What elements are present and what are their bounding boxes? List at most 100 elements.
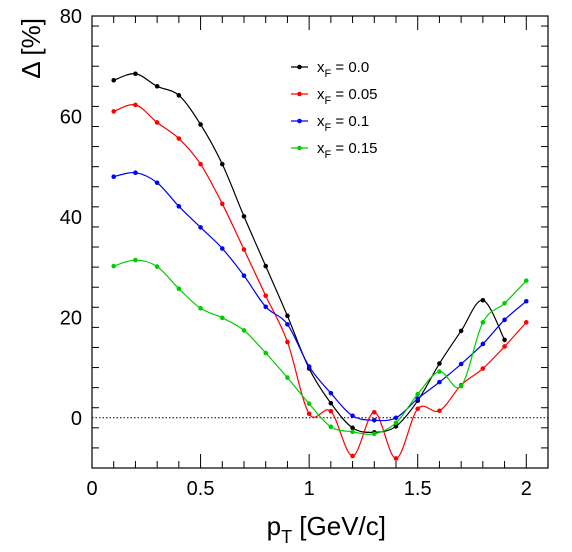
series-point-1 bbox=[371, 409, 377, 415]
y-tick-label: 20 bbox=[60, 307, 82, 329]
y-tick-label: 40 bbox=[60, 207, 82, 229]
legend-label-rest: = 0.05 bbox=[331, 86, 377, 103]
series-point-1 bbox=[219, 201, 225, 207]
series-point-1 bbox=[306, 411, 312, 417]
series-point-3 bbox=[371, 431, 377, 437]
legend-label-sub: F bbox=[325, 68, 332, 80]
series-point-0 bbox=[502, 337, 507, 343]
x-tick-label: 1.5 bbox=[404, 478, 432, 500]
series-point-0 bbox=[437, 361, 442, 366]
series-point-3 bbox=[437, 369, 442, 374]
series-point-0 bbox=[263, 263, 269, 269]
series-point-0 bbox=[480, 297, 486, 303]
legend-marker bbox=[297, 91, 302, 97]
legend-label-rest: = 0.15 bbox=[331, 140, 377, 157]
series-line-0 bbox=[113, 73, 506, 434]
x-axis-title-main: p bbox=[267, 511, 281, 541]
series-point-0 bbox=[198, 122, 203, 127]
series-point-0 bbox=[219, 161, 225, 167]
series-point-3 bbox=[111, 263, 117, 269]
series-point-3 bbox=[393, 420, 399, 426]
series-point-2 bbox=[263, 304, 269, 310]
legend-label: xF = 0.05 bbox=[317, 86, 378, 107]
series-point-1 bbox=[393, 456, 399, 461]
series-point-0 bbox=[328, 400, 334, 406]
x-axis-title-rest: [GeV/c] bbox=[292, 511, 386, 541]
series-point-1 bbox=[263, 293, 269, 299]
series-point-2 bbox=[350, 413, 355, 419]
legend-label-sub: F bbox=[325, 122, 332, 134]
legend-marker bbox=[297, 64, 302, 70]
series-point-0 bbox=[241, 214, 247, 219]
y-tick-label: 0 bbox=[71, 408, 82, 430]
series-point-3 bbox=[263, 350, 269, 356]
series-point-0 bbox=[133, 71, 138, 77]
series-point-3 bbox=[241, 328, 247, 333]
series-point-2 bbox=[198, 225, 203, 230]
series-point-1 bbox=[111, 109, 117, 114]
x-axis-title-sub: T bbox=[281, 527, 292, 547]
y-tick-label: 80 bbox=[60, 6, 82, 28]
series-point-3 bbox=[285, 375, 290, 380]
series-point-0 bbox=[111, 77, 117, 83]
legend-label-rest: = 0.1 bbox=[331, 113, 369, 130]
legend-label: xF = 0.1 bbox=[317, 113, 369, 134]
series-point-2 bbox=[219, 246, 225, 251]
series-point-3 bbox=[198, 305, 203, 311]
legend-label-sub: F bbox=[325, 95, 332, 107]
series-point-3 bbox=[502, 300, 507, 306]
series-point-3 bbox=[415, 391, 421, 397]
series-point-1 bbox=[415, 406, 421, 412]
series-point-2 bbox=[415, 396, 421, 401]
series-line-3 bbox=[113, 259, 527, 435]
legend-label-main: x bbox=[317, 113, 325, 130]
series-point-1 bbox=[198, 161, 203, 167]
series-point-0 bbox=[350, 425, 355, 431]
series-point-3 bbox=[154, 264, 160, 269]
legend-label: xF = 0.0 bbox=[317, 59, 369, 80]
series-point-3 bbox=[219, 315, 225, 321]
series-point-1 bbox=[437, 408, 442, 414]
series-point-3 bbox=[523, 278, 529, 283]
legend-marker bbox=[297, 118, 302, 124]
y-tick-label: 60 bbox=[60, 106, 82, 128]
series-point-1 bbox=[285, 339, 290, 345]
plot-frame bbox=[91, 15, 549, 469]
legend-label: xF = 0.15 bbox=[317, 140, 378, 161]
series-point-3 bbox=[133, 257, 138, 263]
series-point-3 bbox=[306, 401, 312, 407]
series-point-0 bbox=[154, 84, 160, 89]
legend-label-main: x bbox=[317, 140, 325, 157]
series-point-2 bbox=[502, 317, 507, 323]
series-line-1 bbox=[113, 104, 527, 460]
legend-marker bbox=[297, 145, 302, 151]
series-point-1 bbox=[350, 453, 355, 459]
series-point-2 bbox=[176, 204, 182, 209]
series-point-2 bbox=[437, 379, 442, 385]
series-point-2 bbox=[393, 415, 399, 421]
series-point-1 bbox=[523, 320, 529, 325]
series-line-2 bbox=[113, 171, 527, 422]
series-point-1 bbox=[328, 408, 334, 414]
series-point-2 bbox=[306, 364, 312, 369]
series-point-3 bbox=[328, 424, 334, 430]
series-point-0 bbox=[393, 424, 399, 429]
series-point-3 bbox=[480, 320, 486, 325]
series-point-2 bbox=[328, 390, 334, 396]
series-point-1 bbox=[502, 344, 507, 349]
series-point-2 bbox=[111, 174, 117, 180]
series-point-2 bbox=[133, 170, 138, 175]
legend-label-main: x bbox=[317, 86, 325, 103]
series-point-2 bbox=[371, 417, 377, 423]
series-point-1 bbox=[241, 247, 247, 252]
series-point-0 bbox=[285, 313, 290, 319]
series-point-1 bbox=[176, 136, 182, 141]
legend-label-rest: = 0.0 bbox=[331, 59, 369, 76]
series-point-2 bbox=[458, 361, 464, 367]
series-point-2 bbox=[154, 180, 160, 186]
series-point-1 bbox=[133, 102, 138, 108]
x-tick-label: 1 bbox=[304, 478, 315, 500]
